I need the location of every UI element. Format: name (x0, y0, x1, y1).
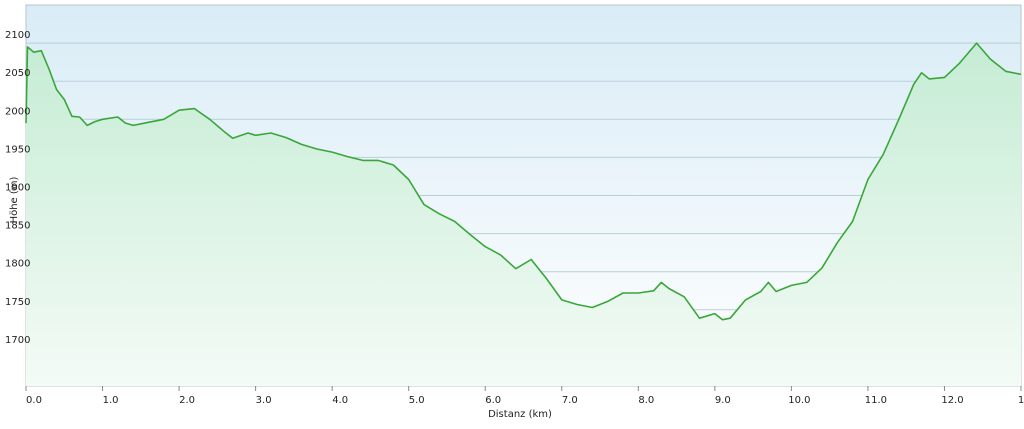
x-tick-label: 9.0 (715, 395, 731, 406)
y-tick-label: 1950 (5, 144, 30, 155)
x-tick-label: 5.0 (409, 395, 425, 406)
y-tick-label: 1850 (5, 221, 30, 232)
line (25, 42, 1022, 321)
x-tick-label: 6.0 (485, 395, 501, 406)
area (26, 43, 1021, 386)
y-tick-label: 2050 (5, 68, 30, 79)
x-tick-label: 0.0 (26, 395, 42, 406)
y-tick-label: 2000 (5, 106, 30, 117)
x-tick-label: 1.0 (103, 395, 119, 406)
x-tick-label: 3.0 (256, 395, 272, 406)
x-tick-label: 10.0 (788, 395, 810, 406)
y-tick-label: 1750 (5, 297, 30, 308)
y-tick-label: 1900 (5, 183, 30, 194)
x-tick-label: 4.0 (332, 395, 348, 406)
x-axis-label: Distanz (km) (488, 409, 552, 420)
y-tick-label: 1800 (5, 259, 30, 270)
x-tick-label: 8.0 (638, 395, 654, 406)
y-tick-label: 2100 (5, 30, 30, 41)
x-tick-label: 12.0 (941, 395, 963, 406)
x-tick-label: 13.0 (1018, 395, 1024, 406)
y-axis-label: Höhe (m) (9, 176, 20, 223)
x-tick-label: 11.0 (865, 395, 887, 406)
x-tick-label: 7.0 (562, 395, 578, 406)
y-tick-label: 1700 (5, 335, 30, 346)
x-tick-label: 2.0 (179, 395, 195, 406)
